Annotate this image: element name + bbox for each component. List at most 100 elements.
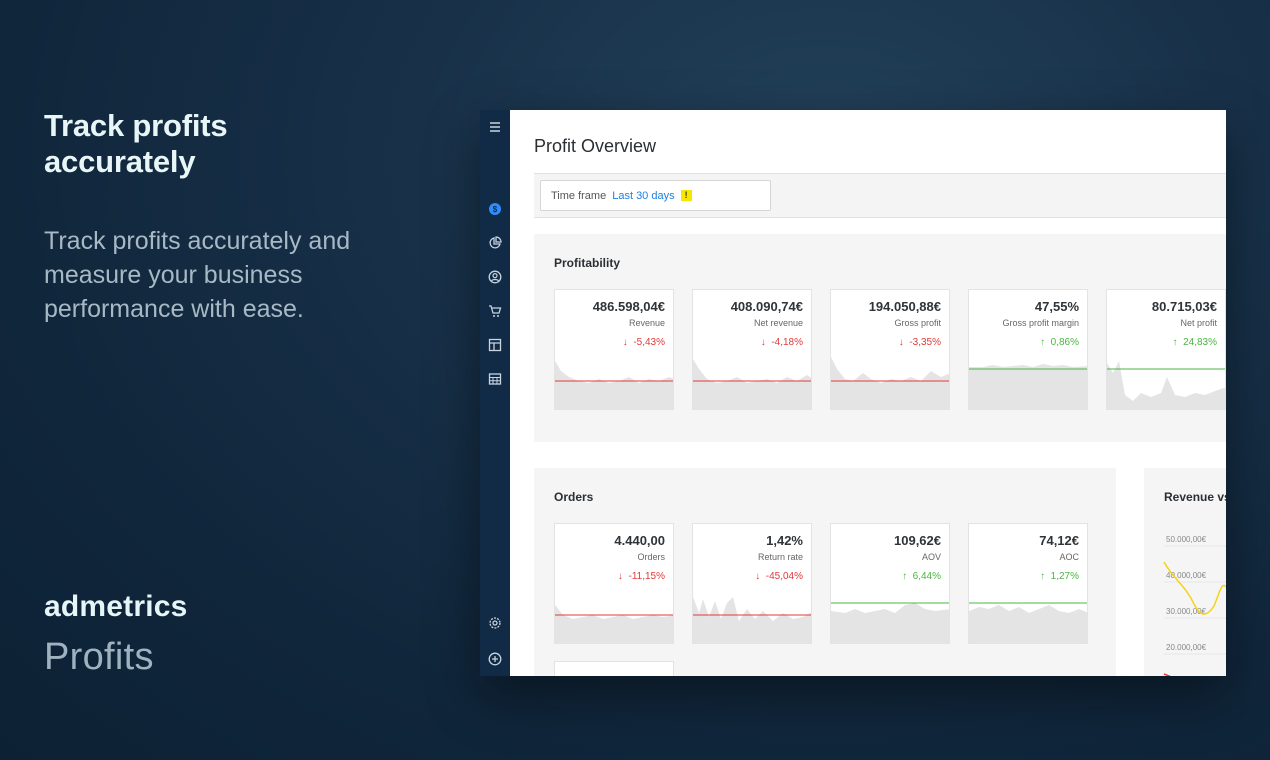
kpi-delta-value: -11,15% [628,571,665,582]
page-title: Profit Overview [534,136,657,156]
kpi-value: 4.440,00 [614,533,665,548]
kpi-delta-value: -5,43% [633,337,665,348]
sparkline-chart [831,357,949,409]
kpi-delta: ↑ 1,27% [1040,571,1079,582]
kpi-delta: ↑ 0,86% [1040,337,1079,348]
sparkline-chart [693,359,811,409]
svg-text:$: $ [493,205,498,214]
user-circle-icon[interactable] [480,260,510,294]
kpi-value: 74,12€ [1039,533,1079,548]
kpi-label: Net revenue [753,318,803,328]
kpi-value: 47,55% [1034,299,1079,314]
kpi-card[interactable]: 80.715,03€ Net profit ↑ 24,83% [1106,289,1226,410]
timeframe-selector[interactable]: Time frame Last 30 days ! [540,180,771,211]
arrow-down-icon: ↓ [898,337,910,348]
revenue-series-line [1163,561,1226,615]
sparkline-chart [1107,361,1225,409]
main-content: Profit Overview Time frame Last 30 days … [510,110,1226,676]
y-tick-label: 20.000,00€ [1166,643,1207,652]
sparkline-chart [693,597,811,643]
kpi-value: 486.598,04€ [592,299,665,314]
sparkline-chart [969,364,1087,409]
kpi-delta-value: -3,35% [909,337,941,348]
kpi-card[interactable]: 408.090,74€ Net revenue ↓ -4,18% [692,289,812,410]
hero-subtext: Track profits accurately and measure you… [44,227,351,323]
app-window: $ Profit Overview [480,110,1226,676]
hero-headline: Track profits accurately [44,108,228,179]
kpi-delta: ↓ -5,43% [623,337,665,348]
kpi-label: Gross profit margin [1002,318,1079,328]
kpi-label: Orders [637,552,665,562]
filter-bar: Time frame Last 30 days ! [534,173,1226,218]
menu-icon[interactable] [480,110,510,144]
kpi-card[interactable]: 109,62€ AOV ↑ 6,44% [830,523,950,644]
sparkline-area [831,357,949,409]
kpi-value: 194.050,88€ [868,299,941,314]
kpi-value: 80.715,03€ [1151,299,1217,314]
kpi-delta: ↑ 6,44% [902,571,941,582]
arrow-up-icon: ↑ [1040,337,1051,348]
cost-series-line [1163,673,1172,676]
kpi-label: Net profit [1180,318,1217,328]
kpi-card[interactable]: 74,12€ AOC ↑ 1,27% [968,523,1088,644]
arrow-up-icon: ↑ [1040,571,1051,582]
kpi-delta-value: 24,83% [1183,337,1217,348]
kpi-delta-value: 0,86% [1050,337,1079,348]
sparkline-area [969,364,1087,409]
kpi-value: 408.090,74€ [730,299,803,314]
kpi-label: Gross profit [894,318,941,328]
orders-section: Orders 4.440,00 Orders ↓ -11,15% 1,42% Retur… [534,468,1116,676]
sparkline-area [555,605,673,643]
sparkline-area [693,359,811,409]
timeframe-value[interactable]: Last 30 days [612,189,675,202]
settings-icon[interactable] [480,606,510,640]
warning-badge: ! [680,190,692,201]
profitability-section: Profitability 486.598,04€ Revenue ↓ -5,43%… [534,234,1226,442]
section-title: Orders [554,490,594,504]
arrow-up-icon: ↑ [1172,337,1184,348]
kpi-label: AOV [921,552,941,562]
product-name: Profits [44,636,154,678]
layout-icon[interactable] [480,328,510,362]
kpi-delta-value: 6,44% [912,571,941,582]
kpi-card[interactable]: 194.050,88€ Gross profit ↓ -3,35% [830,289,950,410]
timeframe-label: Time frame [551,189,607,202]
add-icon[interactable] [480,642,510,676]
y-tick-label: 40.000,00€ [1166,571,1207,580]
sparkline-chart [831,602,949,643]
arrow-down-icon: ↓ [755,571,766,582]
revenue-chart: 50.000,00€ 40.000,00€ 30.000,00€ 20.000,00€… [1163,535,1226,676]
y-tick-label: 30.000,00€ [1166,607,1207,616]
pie-chart-icon[interactable] [480,226,510,260]
sparkline-area [1107,361,1225,409]
sidebar: $ [480,110,510,676]
kpi-delta-value: -45,04% [765,571,803,582]
sparkline-chart [969,602,1087,643]
kpi-card[interactable]: 47,55% Gross profit margin ↑ 0,86% [968,289,1088,410]
revenue-chart-section: Revenue vs 50.000,00€ 40.000,00€ 30.000,00… [1144,468,1226,676]
kpi-delta: ↓ -3,35% [899,337,941,348]
arrow-down-icon: ↓ [617,571,629,582]
kpi-card[interactable]: 4.440,00 Orders ↓ -11,15% [554,523,674,644]
arrow-up-icon: ↑ [902,571,913,582]
kpi-label: AOC [1059,552,1079,562]
table-icon[interactable] [480,362,510,396]
kpi-label: Revenue [628,318,665,328]
dollar-icon[interactable]: $ [480,192,510,226]
kpi-delta: ↓ -45,04% [755,571,803,582]
brand-logo: admetrics [44,590,188,623]
kpi-value: 1,42% [766,533,803,548]
sparkline-area [693,597,811,643]
section-title: Profitability [554,256,621,270]
sparkline-area [555,361,673,409]
kpi-card[interactable]: 1,42% Return rate ↓ -45,04% [692,523,812,644]
kpi-delta: ↑ 24,83% [1173,337,1217,348]
sparkline-area [969,605,1087,643]
kpi-delta-value: 1,27% [1050,571,1079,582]
kpi-card[interactable]: 486.598,04€ Revenue ↓ -5,43% [554,289,674,410]
cart-icon[interactable] [480,294,510,328]
kpi-card-partial[interactable] [554,661,674,676]
sparkline-chart [555,361,673,409]
kpi-delta: ↓ -4,18% [761,337,803,348]
arrow-down-icon: ↓ [760,337,772,348]
